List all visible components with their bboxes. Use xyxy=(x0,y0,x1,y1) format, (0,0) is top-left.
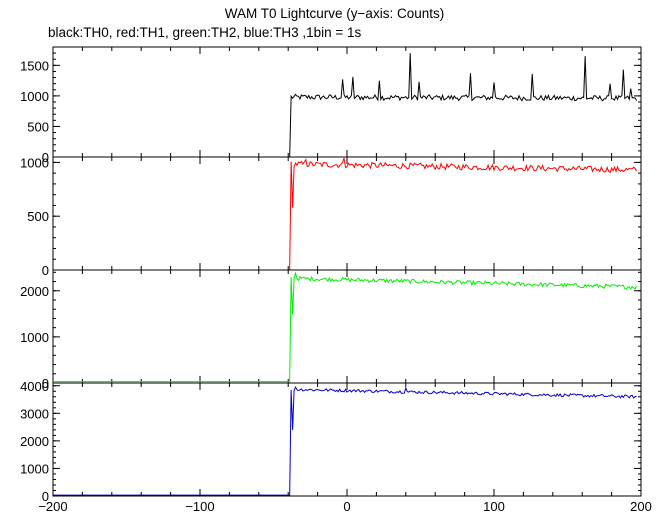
y-tick-label-th2: 0 xyxy=(42,376,49,391)
x-tick-label: 0 xyxy=(343,499,350,514)
y-tick-label-th2: 1000 xyxy=(20,330,49,345)
x-tick-label: 100 xyxy=(483,499,505,514)
y-tick-label-th3: 1000 xyxy=(20,461,49,476)
y-tick-label-th3: 2000 xyxy=(20,434,49,449)
series-line-th3 xyxy=(53,385,637,496)
y-tick-label-th0: 1000 xyxy=(20,89,49,104)
y-tick-label-th1: 1000 xyxy=(20,155,49,170)
panel-frame-th3 xyxy=(52,382,642,497)
series-line-th1 xyxy=(53,157,638,271)
y-tick-label-th1: 0 xyxy=(42,263,49,278)
chart-subtitle: black:TH0, red:TH1, green:TH2, blue:TH3 … xyxy=(48,25,362,40)
x-tick-label: 200 xyxy=(630,499,652,514)
y-tick-label-th3: 4000 xyxy=(20,379,49,394)
y-tick-label-th0: 500 xyxy=(27,119,49,134)
y-tick-label-th1: 500 xyxy=(27,209,49,224)
panel-frame-th0 xyxy=(52,46,642,158)
x-tick-label: −200 xyxy=(38,499,67,514)
panel-frame-th2 xyxy=(52,269,642,384)
y-tick-label-th3: 0 xyxy=(42,489,49,504)
y-tick-label-th0: 1500 xyxy=(20,58,49,73)
chart-title: WAM T0 Lightcurve (y−axis: Counts) xyxy=(224,6,445,21)
series-line-th2 xyxy=(53,271,638,383)
y-tick-label-th2: 2000 xyxy=(20,284,49,299)
x-tick-label: −100 xyxy=(185,499,214,514)
panel-frame-th1 xyxy=(52,156,642,271)
y-tick-label-th0: 0 xyxy=(42,150,49,165)
series-line-th0 xyxy=(53,53,638,158)
y-tick-label-th3: 3000 xyxy=(20,406,49,421)
